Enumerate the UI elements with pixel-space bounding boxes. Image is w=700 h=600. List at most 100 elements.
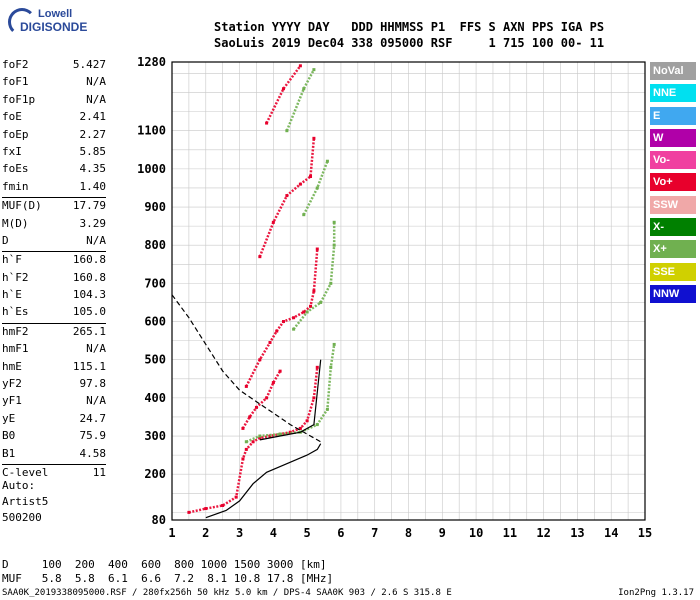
legend-item: Vo- bbox=[650, 151, 696, 170]
param-name: foE bbox=[2, 110, 22, 124]
param-row: yF2 97.8 bbox=[2, 377, 106, 394]
param-row: fxI 5.85 bbox=[2, 145, 106, 162]
echo-point bbox=[319, 300, 323, 304]
y-tick-label: 900 bbox=[144, 200, 166, 214]
param-value: 5.427 bbox=[72, 58, 106, 71]
y-tick-label: 500 bbox=[144, 353, 166, 367]
muf-value-row: MUF 5.8 5.8 6.1 6.6 7.2 8.1 10.8 17.8 [M… bbox=[2, 572, 334, 585]
param-value: 75.9 bbox=[79, 429, 107, 443]
param-row: yF1 N/A bbox=[2, 394, 106, 411]
echo-trace bbox=[285, 69, 316, 132]
parameter-panel: foF2 5.427 foF1 N/A foF1p N/A foE 2.41 foEp 2.27 f… bbox=[2, 58, 106, 483]
logo-line1: Lowell bbox=[38, 8, 73, 20]
param-name: foEs bbox=[2, 162, 29, 176]
echo-point bbox=[312, 289, 316, 293]
x-tick-label: 8 bbox=[405, 526, 412, 540]
y-tick-label: 800 bbox=[144, 238, 166, 252]
echo-point bbox=[271, 381, 275, 385]
logo-arc-icon bbox=[8, 8, 36, 36]
param-row: B1 4.58 bbox=[2, 447, 106, 464]
param-name: yF1 bbox=[2, 394, 22, 408]
x-tick-label: 2 bbox=[202, 526, 209, 540]
echo-trace bbox=[188, 367, 319, 514]
param-name: foF2 bbox=[2, 58, 29, 71]
legend-item: X- bbox=[650, 218, 696, 237]
param-name: B1 bbox=[2, 446, 16, 460]
param-row: yE 24.7 bbox=[2, 412, 106, 429]
param-value: 17.79 bbox=[72, 199, 106, 213]
param-row: B0 75.9 bbox=[2, 429, 106, 446]
param-row: h`E 104.3 bbox=[2, 288, 106, 305]
y-tick-label: 80 bbox=[152, 513, 166, 527]
y-tick-label: 300 bbox=[144, 429, 166, 443]
echo-point bbox=[204, 507, 208, 511]
echo-point bbox=[302, 310, 306, 314]
param-value: N/A bbox=[86, 342, 106, 356]
param-value: 4.35 bbox=[79, 162, 107, 176]
muf-table: D 100 200 400 600 800 1000 1500 3000 [km… bbox=[2, 558, 333, 586]
legend-item: Vo+ bbox=[650, 173, 696, 192]
param-name: foEp bbox=[2, 127, 29, 141]
param-separator bbox=[2, 463, 106, 465]
echo-point bbox=[285, 129, 289, 133]
param-value: 11 bbox=[92, 465, 106, 479]
param-name: M(D) bbox=[2, 216, 29, 230]
param-value: 105.0 bbox=[72, 305, 106, 319]
param-row: foF2 5.427 bbox=[2, 58, 106, 75]
profile-curve-model bbox=[171, 294, 321, 443]
x-tick-label: 5 bbox=[304, 526, 311, 540]
echo-trace bbox=[302, 160, 329, 216]
y-tick-label: 1100 bbox=[137, 124, 166, 138]
echo-point bbox=[281, 87, 285, 91]
param-value: 115.1 bbox=[72, 359, 106, 373]
param-value: N/A bbox=[86, 394, 106, 408]
x-tick-label: 7 bbox=[371, 526, 378, 540]
param-row: foEp 2.27 bbox=[2, 128, 106, 145]
profile-curve-fit bbox=[259, 359, 322, 441]
y-tick-label: 600 bbox=[144, 315, 166, 329]
auto-line3: 500200 bbox=[2, 511, 42, 524]
param-name: fxI bbox=[2, 144, 22, 158]
param-row: h`Es 105.0 bbox=[2, 305, 106, 322]
param-value: 5.85 bbox=[79, 144, 107, 158]
legend-item: X+ bbox=[650, 240, 696, 259]
param-name: B0 bbox=[2, 429, 16, 443]
param-separator bbox=[2, 322, 106, 324]
legend-item: NoVal bbox=[650, 62, 696, 80]
x-tick-label: 14 bbox=[604, 526, 618, 540]
echo-point bbox=[244, 384, 248, 388]
x-tick-label: 6 bbox=[337, 526, 344, 540]
header-line2: SaoLuis 2019 Dec04 338 095000 RSF 1 715 … bbox=[214, 36, 605, 50]
x-tick-label: 10 bbox=[469, 526, 483, 540]
x-tick-label: 1 bbox=[168, 526, 175, 540]
echo-point bbox=[312, 136, 316, 140]
auto-line2: Artist5 bbox=[2, 495, 49, 508]
param-row: foE 2.41 bbox=[2, 110, 106, 127]
echo-point bbox=[302, 87, 306, 91]
param-value: 3.29 bbox=[79, 216, 107, 230]
param-name: h`Es bbox=[2, 305, 29, 319]
param-name: D bbox=[2, 233, 9, 247]
x-tick-label: 11 bbox=[503, 526, 517, 540]
echo-point bbox=[221, 503, 225, 507]
echo-point bbox=[248, 415, 252, 419]
echo-point bbox=[315, 247, 319, 251]
param-row: MUF(D) 17.79 bbox=[2, 199, 106, 216]
param-value: 160.8 bbox=[72, 270, 106, 284]
param-row: D N/A bbox=[2, 234, 106, 251]
header-line1: Station YYYY DAY DDD HHMMSS P1 FFS S AXN… bbox=[214, 20, 605, 34]
param-row: hmE 115.1 bbox=[2, 360, 106, 377]
x-tick-label: 13 bbox=[570, 526, 584, 540]
x-tick-label: 9 bbox=[439, 526, 446, 540]
param-name: hmF1 bbox=[2, 342, 29, 356]
param-name: fmin bbox=[2, 179, 29, 193]
param-name: foF1p bbox=[2, 92, 36, 106]
y-tick-label: 1000 bbox=[137, 162, 166, 176]
station-header: Station YYYY DAY DDD HHMMSS P1 FFS S AXN… bbox=[214, 19, 604, 51]
param-value: N/A bbox=[86, 233, 106, 247]
x-tick-label: 15 bbox=[638, 526, 652, 540]
param-name: hmF2 bbox=[2, 324, 29, 338]
param-value: 2.41 bbox=[79, 110, 107, 124]
param-separator bbox=[2, 251, 106, 253]
